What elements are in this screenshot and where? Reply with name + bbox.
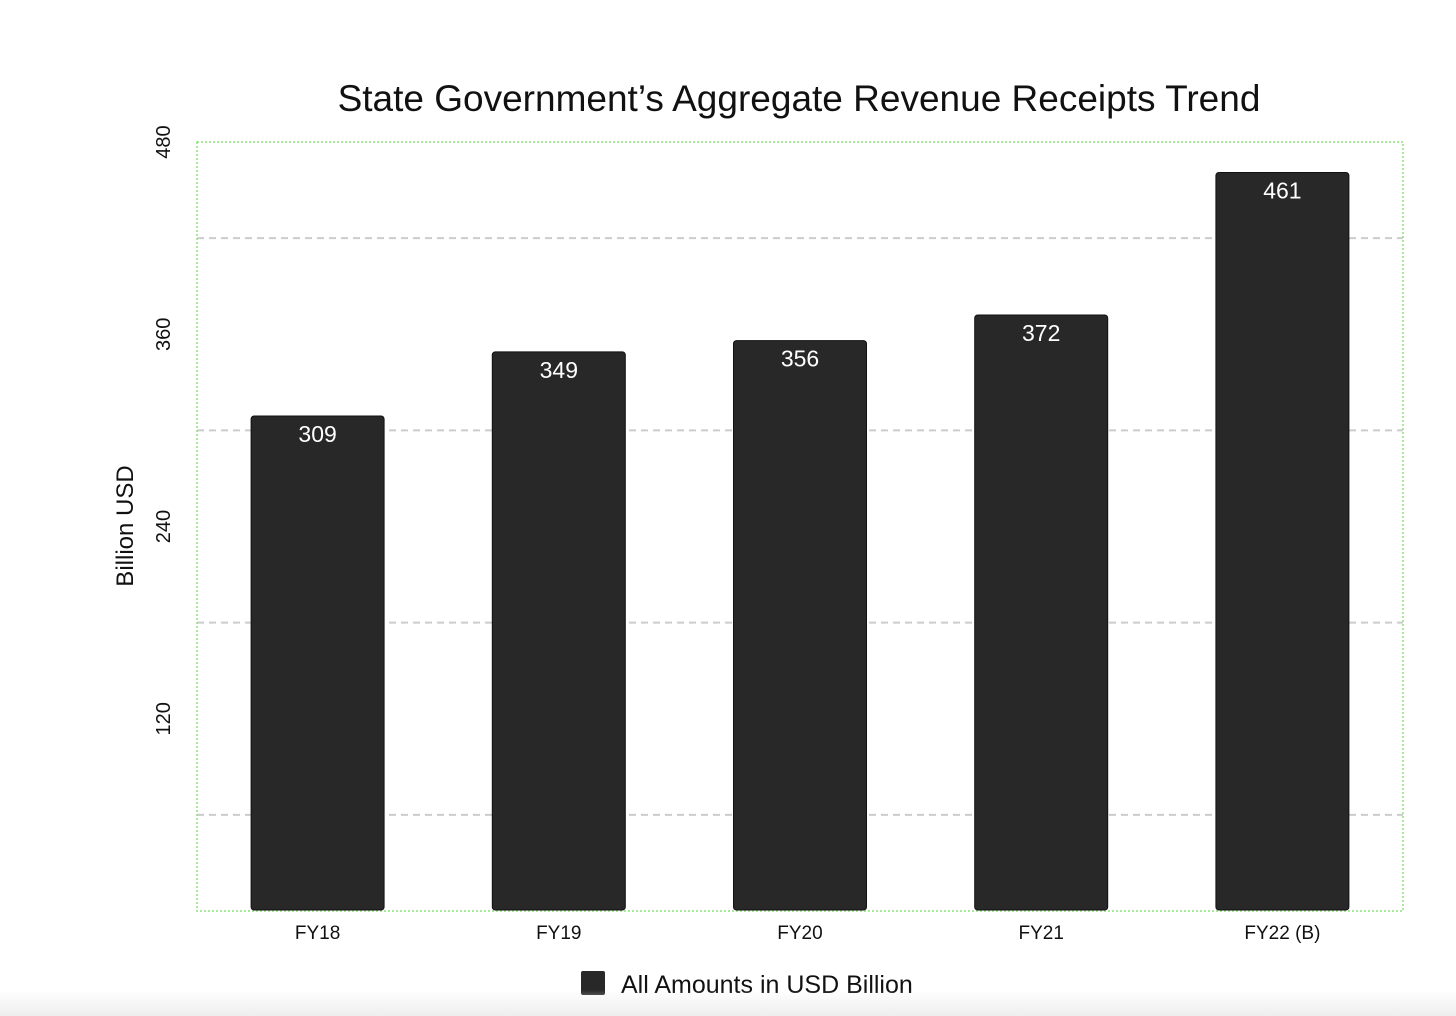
legend-swatch: [581, 971, 605, 995]
x-tick-label-1: FY19: [536, 923, 581, 944]
bar-value-label-2: 356: [781, 346, 819, 372]
bottom-fade: [0, 990, 1456, 1016]
y-tick-label-0: 120: [153, 702, 175, 735]
y-axis-label: Billion USD: [112, 465, 139, 586]
bar-0: [250, 415, 385, 911]
bar-value-label-1: 349: [540, 357, 578, 383]
y-tick-label-2: 360: [153, 318, 175, 351]
x-axis-ticks: FY18 FY19 FY20 FY21 FY22 (B): [295, 923, 1321, 944]
bar-4: [1215, 171, 1350, 911]
x-tick-label-2: FY20: [777, 923, 822, 944]
bar-value-label-4: 461: [1263, 177, 1301, 203]
bar-1: [491, 351, 626, 911]
bars: 309 349 356 372 461: [250, 171, 1350, 911]
x-tick-label-0: FY18: [295, 923, 340, 944]
bar-3: [974, 314, 1109, 911]
plot-frame: [196, 141, 1404, 912]
y-tick-label-3: 480: [153, 125, 175, 158]
y-axis-ticks: 120 240 360 480: [153, 125, 175, 735]
chart-title: State Government’s Aggregate Revenue Rec…: [338, 78, 1261, 119]
bar-value-label-0: 309: [298, 421, 336, 447]
bar-value-label-3: 372: [1022, 320, 1060, 346]
y-tick-label-1: 240: [153, 510, 175, 543]
bar-2: [733, 340, 867, 911]
x-tick-label-3: FY21: [1018, 923, 1063, 944]
x-tick-label-4: FY22 (B): [1244, 923, 1320, 944]
